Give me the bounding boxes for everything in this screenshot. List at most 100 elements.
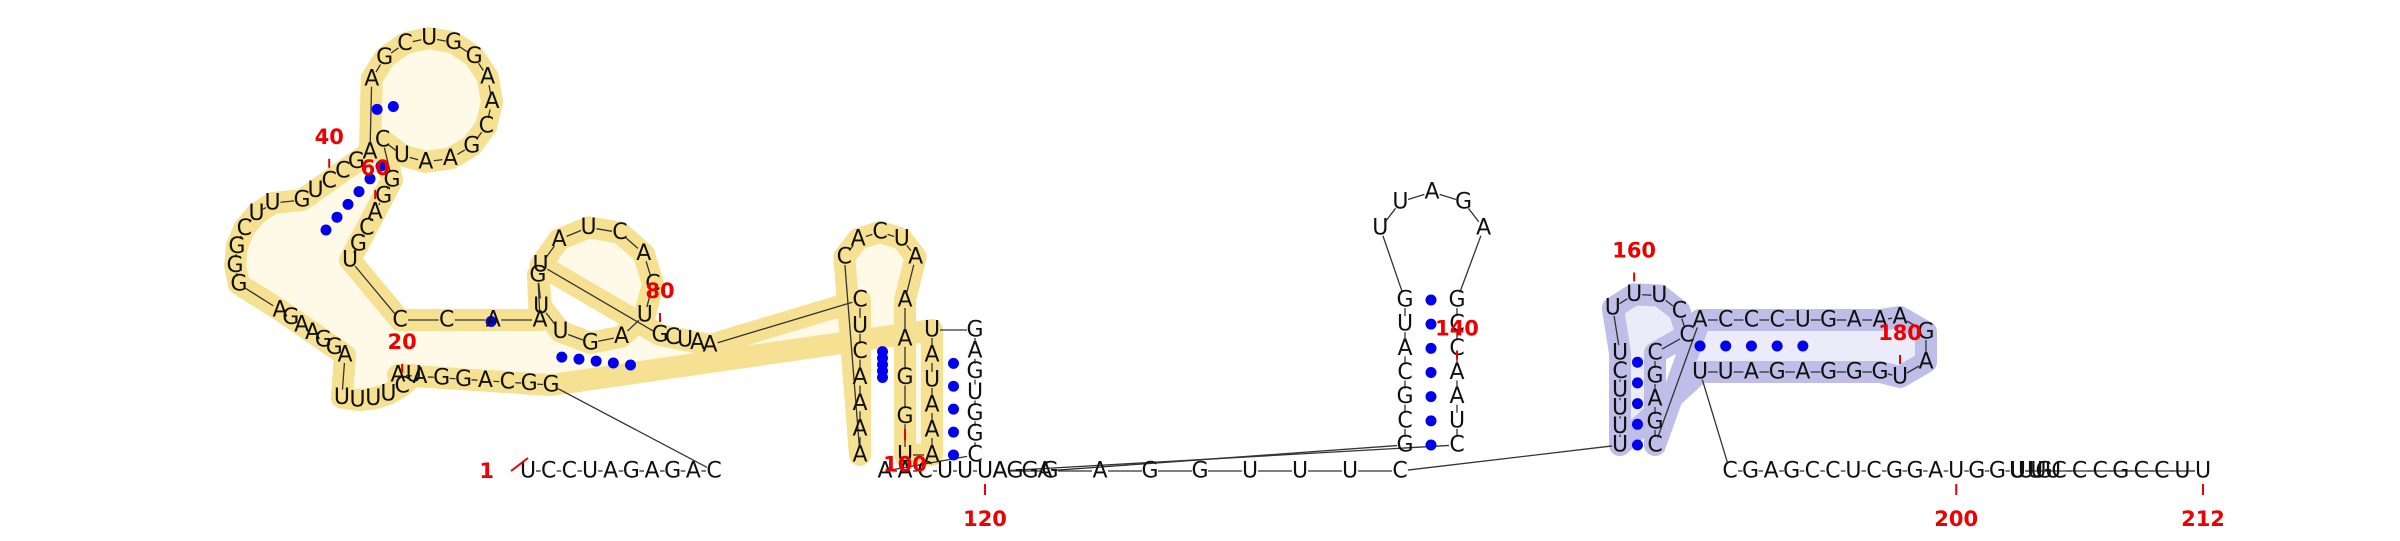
base-pair-dot [1720,340,1732,352]
backbone-segment [456,149,466,156]
nucleotide: G [1006,459,1023,484]
nucleotide: C [2051,459,2066,484]
nucleotide: U [1795,308,1811,333]
nucleotide: U [533,294,549,319]
backbone-segment [1613,315,1620,346]
nucleotide: A [418,149,433,174]
nucleotide: U [2018,459,2034,484]
base-pair-dot [948,426,959,438]
base-pair-dot [1425,318,1437,330]
nucleotide: G [966,318,983,343]
backbone-segment [1007,444,1450,472]
base-pair-dot [607,357,619,369]
nucleotide: A [1647,387,1662,412]
nucleotide: A [702,333,717,358]
nucleotide: C [1722,459,1737,484]
nucleotide: A [897,288,912,313]
nucleotide: C [1647,433,1662,458]
nucleotide: G [1021,459,1038,484]
nucleotide: C [1647,341,1662,366]
nucleotide: A [686,459,701,484]
backbone-segment [1661,338,1681,350]
nucleotide: C [1769,308,1784,333]
nucleotide: C [917,459,932,484]
nucleotide: G [1191,459,1208,484]
nucleotide: G [651,323,668,348]
nucleotide: G [348,149,365,174]
nucleotide: U [1612,341,1628,366]
nucleotide: G [293,188,310,213]
nucleotide: C [392,308,407,333]
position-label: 160 [1612,238,1656,262]
base-pair-dot [1425,391,1437,403]
nucleotide: U [1651,283,1667,308]
base-pair-dot [625,359,636,371]
nucleotide: A [1918,350,1933,375]
nucleotide: U [677,328,693,353]
nucleotide: U [1612,433,1628,458]
base-pair-dot [1632,439,1643,451]
base-pair-dot [353,186,365,198]
nucleotide: G [1886,459,1903,484]
position-label: 20 [388,330,417,354]
backbone-segment [537,282,541,313]
nucleotide: G [1041,459,1058,484]
nucleotide: U [394,143,410,168]
nucleotide: A [908,245,923,270]
nucleotide: G [315,328,332,353]
nucleotide: G [896,365,913,390]
nucleotide: G [1907,459,1924,484]
nucleotide: A [636,241,651,266]
nucleotide: U [1845,459,1861,484]
nucleotide: U [1605,296,1621,321]
backbone-segment [236,273,238,277]
backbone-segment [436,38,446,42]
nucleotide: A [924,343,939,368]
nucleotide: A [1847,308,1862,333]
position-label: 120 [963,507,1007,531]
backbone-segment [378,202,381,206]
backbone-segment [547,268,654,332]
nucleotide: U [1397,312,1413,337]
nucleotide: C [612,220,627,245]
nucleotide: C [1825,459,1840,484]
nucleotide: A [1397,336,1412,361]
base-pair-dot [1425,342,1437,354]
nucleotide: A [1692,308,1707,333]
nucleotide: G [2112,459,2129,484]
nucleotide: A [337,343,352,368]
nucleotide: U [1626,282,1642,307]
base-pair-dot [573,353,585,365]
nucleotide: A [851,226,866,251]
nucleotide: A [1872,308,1887,333]
nucleotide: U [1242,459,1258,484]
base-pair-dot [485,316,497,328]
nucleotide: C [645,272,660,297]
nucleotide: A [1795,360,1810,385]
nucleotide: G [623,459,640,484]
nucleotide: C [394,373,409,398]
backbone-segment [280,200,295,203]
backbone-segment [369,218,373,222]
nucleotide: A [614,324,629,349]
backbone-segment [717,301,853,344]
nucleotide: A [603,459,618,484]
nucleotide: A [532,308,547,333]
nucleotide: U [967,380,983,405]
nucleotide: C [852,288,867,313]
highlight-domain-blue [1601,283,1937,456]
backbone-segment [887,233,895,238]
position-label: 60 [361,156,390,180]
nucleotide: U [553,319,569,344]
nucleotide: G [1989,459,2006,484]
nucleotide: C [2092,459,2107,484]
nucleotide: G [1783,459,1800,484]
nucleotide: U [1718,360,1734,385]
backbone-segment [1439,193,1457,201]
nucleotide: G [1396,384,1413,409]
position-label: 180 [1878,321,1922,345]
backbone-segment [1681,318,1686,328]
